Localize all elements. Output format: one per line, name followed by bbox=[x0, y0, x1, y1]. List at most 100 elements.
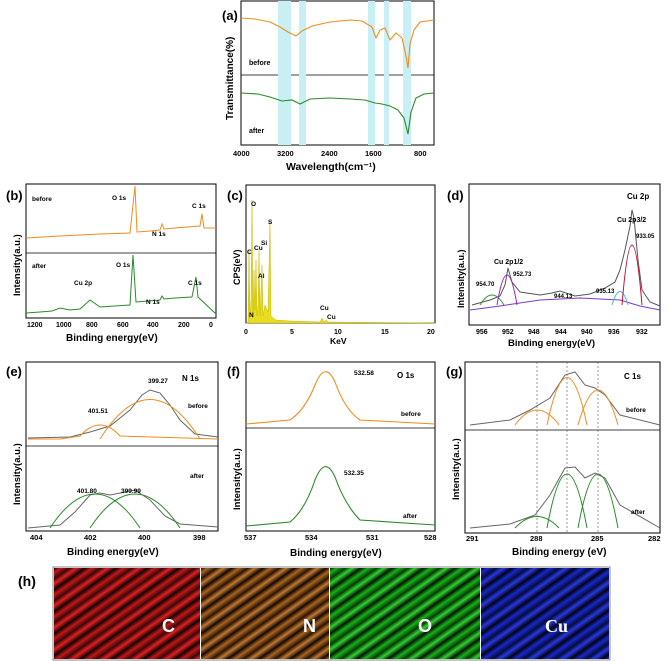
xtick: 528 bbox=[424, 533, 437, 542]
highlight-band bbox=[278, 1, 291, 145]
panel-d-letter: (d) bbox=[447, 188, 464, 203]
label-before: before bbox=[401, 411, 421, 418]
panel-a-ylabel: Transmittance(%) bbox=[225, 37, 236, 120]
xtick: 944 bbox=[555, 329, 567, 336]
peak-label: O 1s bbox=[116, 262, 130, 269]
ftir-before-line bbox=[240, 17, 435, 69]
n1s-after-fit bbox=[89, 493, 181, 529]
peak-label: N 1s bbox=[146, 299, 160, 306]
xtick: 200 bbox=[178, 322, 190, 329]
peak-label: C 1s bbox=[192, 203, 206, 210]
xtick: 600 bbox=[117, 322, 129, 329]
xtick: 398 bbox=[193, 533, 206, 542]
panel-e-xlabel: Binding energy(eV) bbox=[67, 547, 159, 558]
panel-b-ylabel: Intensity(a.u.) bbox=[12, 234, 23, 296]
panel-a-letter: (a) bbox=[222, 8, 238, 23]
panel-b: (b) before after O 1s N 1s C 1s O 1s Cu … bbox=[6, 183, 217, 344]
n1s-peak-value: 399.27 bbox=[148, 378, 168, 385]
xtick: 940 bbox=[581, 329, 593, 336]
eds-map-n-label: N bbox=[303, 616, 316, 636]
eds-peak-label: Cu bbox=[254, 245, 263, 252]
c1s-before-fit bbox=[546, 377, 588, 426]
peak-label: C 1s bbox=[188, 280, 202, 287]
panel-g-frame bbox=[464, 361, 661, 534]
cu2p-fit-peak bbox=[479, 294, 505, 306]
eds-map-cu: Cu bbox=[481, 568, 609, 659]
xtick: 400 bbox=[147, 322, 159, 329]
label-after: after bbox=[249, 128, 264, 135]
panel-d-title: Cu 2p bbox=[627, 192, 649, 201]
eds-peak-label: Cu bbox=[320, 305, 329, 312]
panel-e-ylabel: Intensity(a.u.) bbox=[12, 443, 23, 505]
eds-map-c: C bbox=[54, 568, 200, 659]
xtick: 404 bbox=[30, 533, 43, 542]
panel-f-letter: (f) bbox=[227, 364, 240, 379]
xtick: 5 bbox=[290, 329, 294, 336]
panel-d: (d) Cu 2p Cu 2p1/2 Cu 2p3/2 954.70 952.7… bbox=[447, 183, 661, 349]
panel-d-xlabel: Binding energy(eV) bbox=[508, 338, 595, 349]
panel-f: (f) O 1s 532.58 532.35 before after Inte… bbox=[227, 361, 437, 559]
xtick: 291 bbox=[466, 534, 479, 543]
eds-peak-label: Si bbox=[261, 240, 267, 247]
n1s-before-fit bbox=[99, 399, 201, 440]
panel-a-frame bbox=[240, 0, 435, 146]
highlight-band bbox=[384, 1, 389, 145]
cu2p-peak-value: 935.13 bbox=[596, 289, 615, 295]
xtick: 948 bbox=[528, 329, 540, 336]
c1s-before-fit bbox=[514, 409, 560, 426]
label-after: after bbox=[631, 509, 646, 516]
o1s-before-line bbox=[245, 371, 436, 425]
panel-g-title: C 1s bbox=[624, 372, 641, 381]
label-before: before bbox=[626, 407, 646, 414]
n1s-after-fit bbox=[49, 493, 141, 529]
highlight-band bbox=[403, 1, 411, 145]
label-before: before bbox=[188, 403, 208, 410]
eds-map-c-label: C bbox=[162, 616, 175, 636]
cu2p-peak-value: 952.73 bbox=[513, 272, 532, 278]
panel-c: (c) O C Cu Si S Al N Cu Cu CPS(eV) 0 5 1… bbox=[227, 184, 436, 346]
n1s-peak-value: 401.51 bbox=[88, 408, 108, 415]
peak-label: O 1s bbox=[112, 195, 126, 202]
eds-map-n: N bbox=[201, 568, 329, 659]
eds-peak-label: C bbox=[247, 249, 252, 256]
label-before: before bbox=[249, 60, 271, 67]
eds-map-o-label: O bbox=[418, 616, 433, 636]
cu2p-background-line bbox=[469, 297, 661, 311]
xtick: 1200 bbox=[27, 322, 43, 329]
panel-f-title: O 1s bbox=[397, 371, 415, 380]
panel-g: (g) C 1s before after Intensity(a.u.) 29… bbox=[446, 361, 661, 558]
eds-peak-label: O bbox=[251, 201, 256, 208]
cu2p-peak-value: 933.05 bbox=[636, 234, 655, 240]
xtick: 952 bbox=[502, 329, 514, 336]
panel-g-letter: (g) bbox=[446, 364, 463, 379]
cu2p-peak-value: 954.70 bbox=[476, 282, 495, 288]
cu2p-raw-line bbox=[471, 209, 661, 307]
eds-peak-label: Cu bbox=[327, 314, 336, 321]
xtick: 2400 bbox=[321, 149, 338, 158]
label-after: after bbox=[403, 513, 418, 520]
panel-a: (a) before after Transmittance(%) 4000 3… bbox=[222, 0, 435, 173]
panel-e-title: N 1s bbox=[182, 374, 199, 383]
label-before: before bbox=[32, 196, 52, 203]
xtick: 0 bbox=[244, 329, 248, 336]
o1s-peak-value: 532.58 bbox=[354, 370, 374, 377]
highlight-band bbox=[368, 1, 375, 145]
xtick: 1000 bbox=[56, 322, 72, 329]
cu-2p-half-label: Cu 2p1/2 bbox=[494, 259, 523, 266]
panel-b-frame bbox=[25, 183, 217, 319]
xtick: 282 bbox=[648, 534, 661, 543]
cu2p-peak-value: 944.13 bbox=[554, 294, 573, 300]
label-after: after bbox=[32, 263, 47, 270]
c1s-before-fit bbox=[577, 389, 619, 426]
c1s-after-fit bbox=[577, 473, 619, 529]
panel-c-frame bbox=[245, 184, 436, 324]
cu2p-fit-peak bbox=[611, 291, 629, 306]
o1s-after-line bbox=[245, 466, 436, 527]
ftir-after-line bbox=[240, 92, 435, 135]
panel-g-xlabel: Binding energy (eV) bbox=[512, 547, 606, 558]
xtick: 20 bbox=[427, 329, 435, 336]
peak-label: Cu 2p bbox=[74, 280, 92, 287]
xtick: 932 bbox=[636, 329, 648, 336]
xtick: 402 bbox=[84, 533, 97, 542]
